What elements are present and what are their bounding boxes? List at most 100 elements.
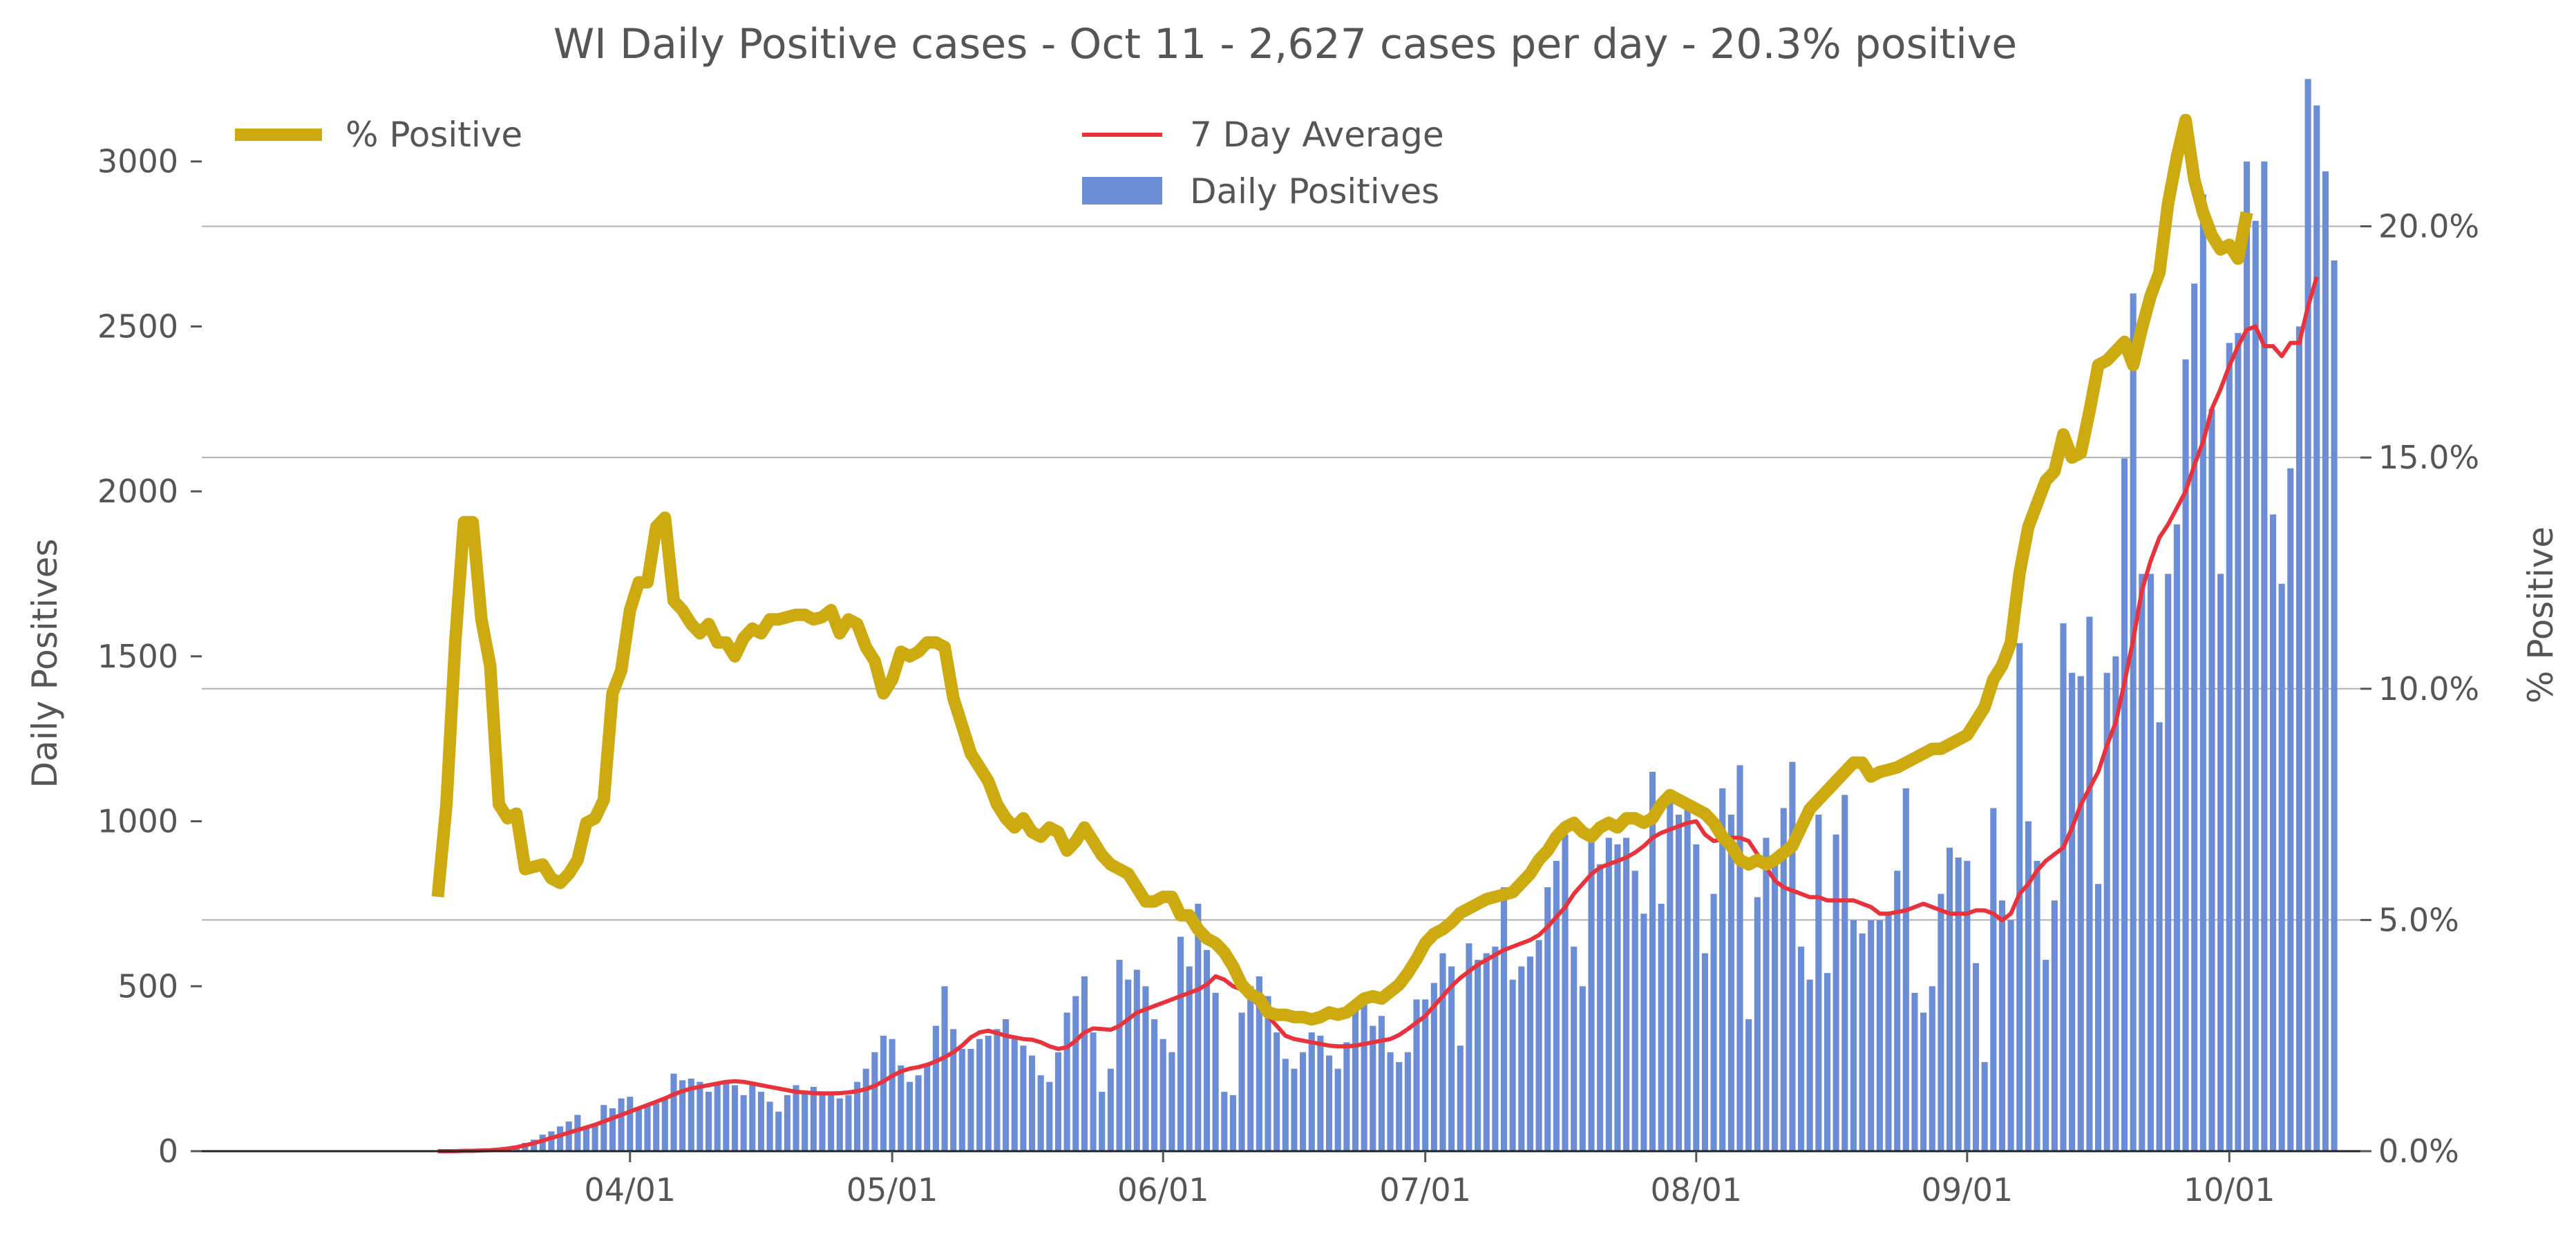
bar	[1107, 1068, 1114, 1151]
bar	[2007, 920, 2014, 1151]
bar	[1326, 1055, 1333, 1151]
bar	[906, 1081, 913, 1151]
bar	[1361, 999, 1367, 1151]
bar	[1526, 956, 1534, 1151]
bar	[1256, 976, 1262, 1151]
bar	[688, 1078, 694, 1151]
bar	[1745, 1019, 1752, 1151]
bar	[1649, 771, 1656, 1151]
bar	[1448, 966, 1455, 1151]
bar	[1885, 913, 1892, 1151]
bar	[2261, 161, 2268, 1152]
bar	[1920, 1012, 1927, 1151]
bar	[740, 1095, 747, 1151]
bar	[1614, 844, 1621, 1151]
bar	[1011, 1035, 1018, 1151]
bar	[697, 1081, 703, 1151]
y2-tick-label: 15.0%	[2378, 439, 2479, 476]
bar	[1273, 1032, 1280, 1151]
bar	[2112, 656, 2119, 1151]
bar	[1684, 804, 1691, 1151]
bar	[766, 1101, 773, 1151]
bar	[898, 1065, 905, 1151]
bar	[1037, 1075, 1044, 1151]
bar	[2025, 821, 2032, 1151]
y-tick-label: 2000	[97, 473, 178, 510]
bar	[941, 986, 948, 1151]
bar	[802, 1092, 808, 1151]
bar	[1116, 960, 1123, 1151]
legend-label-daily-positives: Daily Positives	[1190, 171, 1439, 211]
bar	[731, 1085, 739, 1151]
bar	[1063, 1012, 1070, 1151]
bar	[2051, 900, 2058, 1151]
bar	[950, 1029, 957, 1151]
bar	[2182, 359, 2189, 1151]
bar	[1754, 897, 1761, 1151]
bar	[1876, 920, 1883, 1151]
y-tick-label: 2500	[97, 307, 178, 345]
x-tick-label: 06/01	[1117, 1171, 1209, 1209]
bar	[1186, 966, 1193, 1151]
bar	[1535, 940, 1542, 1151]
bar	[871, 1052, 878, 1151]
bar	[574, 1115, 581, 1151]
bar	[828, 1095, 835, 1151]
bar	[1099, 1092, 1106, 1151]
bar	[1911, 992, 1918, 1151]
bar	[644, 1105, 651, 1151]
bar	[1544, 887, 1551, 1151]
bar	[1859, 933, 1866, 1151]
bar	[1282, 1059, 1289, 1151]
x-tick-label: 05/01	[846, 1171, 938, 1209]
bar	[1736, 765, 1743, 1151]
bar	[2313, 105, 2320, 1151]
bar	[2278, 583, 2285, 1151]
bar	[1832, 834, 1839, 1151]
bar	[2252, 220, 2259, 1151]
x-tick-label: 09/01	[1922, 1171, 2014, 1209]
bar	[915, 1075, 922, 1151]
bar	[889, 1039, 896, 1151]
bar	[1125, 979, 1132, 1151]
bar	[1265, 996, 1271, 1151]
bar	[1378, 1016, 1385, 1151]
bar	[2034, 860, 2040, 1151]
bars-daily-positives	[460, 79, 2338, 1152]
bar	[2269, 514, 2277, 1151]
y-axis-left-ticks: 0 500 1000 1500 2000 2500 3000	[97, 143, 202, 1170]
bar	[749, 1081, 756, 1151]
bar	[1308, 1032, 1315, 1151]
x-axis-ticks: 04/01 05/01 06/01 07/01 08/01 09/01 10/01	[584, 1151, 2275, 1209]
bar	[1072, 996, 1079, 1151]
bar	[775, 1111, 782, 1151]
bar	[2165, 574, 2172, 1151]
bar	[1028, 1055, 1036, 1151]
bar	[1081, 976, 1088, 1151]
bar	[670, 1073, 677, 1151]
bar	[1300, 1052, 1307, 1151]
y2-tick-label: 20.0%	[2378, 208, 2479, 245]
bar	[880, 1035, 887, 1151]
bar	[1947, 847, 1953, 1151]
bar	[2331, 260, 2338, 1151]
bar	[723, 1083, 730, 1151]
bar	[2235, 332, 2242, 1152]
y2-tick-label: 0.0%	[2378, 1133, 2459, 1170]
bar	[1763, 837, 1770, 1151]
y2-tick-label: 10.0%	[2378, 670, 2479, 708]
bar	[2086, 616, 2093, 1151]
bar	[810, 1086, 817, 1151]
bar	[1588, 831, 1595, 1151]
bar	[653, 1103, 660, 1151]
bar	[679, 1080, 686, 1151]
bar	[1090, 1032, 1097, 1151]
y-axis-left-label: Daily Positives	[25, 538, 65, 788]
bar	[1238, 1012, 1245, 1151]
bar	[1719, 788, 1726, 1151]
bar	[2121, 458, 2128, 1151]
bar	[1396, 1062, 1403, 1151]
x-tick-label: 07/01	[1379, 1171, 1471, 1209]
bar	[1605, 837, 1612, 1151]
